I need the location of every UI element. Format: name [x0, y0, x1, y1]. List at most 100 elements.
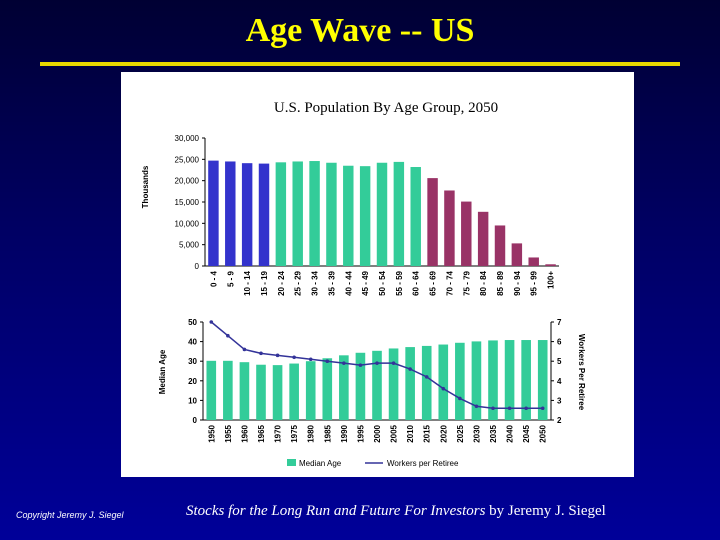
- median-age-bar: [504, 340, 515, 420]
- population-x-tick-label: 20 - 24: [277, 270, 286, 295]
- population-bar: [494, 225, 506, 266]
- workers-line: [209, 320, 545, 411]
- workers-per-retiree-point: [524, 406, 528, 411]
- median-age-bar: [405, 347, 415, 420]
- population-x-tick-label: 60 - 64: [412, 270, 421, 295]
- population-x-tick-label: 65 - 69: [429, 270, 438, 295]
- median-age-x-tick-label: 1975: [290, 424, 299, 442]
- workers-per-retiree-point: [375, 361, 379, 365]
- workers-per-retiree-point: [507, 406, 512, 411]
- population-x-tick-label: 15 - 19: [260, 270, 269, 295]
- population-bar: [241, 163, 253, 266]
- median-age-x-tick-label: 1950: [207, 424, 216, 442]
- population-bar: [477, 211, 489, 266]
- median-age-x-tick-label: 1990: [340, 424, 349, 442]
- median-age-bars: [206, 340, 548, 420]
- population-x-tick-label: 100+: [547, 271, 556, 289]
- population-x-tick-label: 0 - 4: [209, 270, 218, 287]
- population-x-tick-label: 55 - 59: [395, 270, 404, 295]
- median-age-bar: [388, 348, 399, 420]
- population-x-tick-label: 85 - 89: [496, 270, 505, 295]
- title-divider: [40, 62, 680, 66]
- workers-per-retiree-point: [458, 396, 462, 401]
- median-age-x-tick-label: 2015: [423, 424, 432, 442]
- population-bar: [225, 161, 236, 266]
- median-age-y-tick-label: 20: [188, 377, 197, 386]
- median-age-x-tick-label: 2020: [439, 424, 448, 442]
- workers-per-retiree-point: [259, 351, 263, 356]
- workers-y-tick-label: 3: [557, 396, 562, 405]
- median-age-y-tick-label: 40: [188, 338, 197, 347]
- median-age-bar: [223, 360, 233, 420]
- median-age-bar: [455, 342, 465, 420]
- population-bar: [359, 166, 371, 266]
- workers-per-retiree-point: [474, 404, 479, 409]
- copyright-text: Copyright Jeremy J. Siegel: [16, 510, 124, 520]
- median-age-x-tick-label: 1980: [307, 424, 316, 442]
- median-age-y-tick-label: 30: [188, 357, 197, 366]
- median-age-bar: [521, 340, 531, 420]
- median-age-bar: [305, 361, 316, 420]
- median-age-y-tick-label: 50: [188, 318, 197, 327]
- population-y-tick-label: 20,000: [175, 177, 200, 186]
- median-age-bar: [289, 363, 299, 420]
- population-bar: [326, 162, 337, 266]
- workers-per-retiree-point: [325, 359, 330, 364]
- median-age-bar: [471, 341, 482, 420]
- charts-svg: U.S. Population By Age Group, 2050 Thous…: [141, 100, 586, 468]
- workers-y-tick-label: 6: [557, 338, 562, 347]
- population-x-tick-label: 10 - 14: [243, 270, 252, 295]
- population-y-axis-label: Thousands: [141, 165, 150, 208]
- median-age-bar: [206, 360, 217, 420]
- median-age-x-tick-label: 1985: [323, 424, 332, 442]
- population-x-tick-label: 40 - 44: [344, 270, 353, 295]
- population-x-tick-label: 75 - 79: [462, 270, 471, 295]
- workers-per-retiree-point: [424, 375, 429, 379]
- population-bar: [275, 162, 287, 266]
- median-age-x-tick-label: 2025: [456, 424, 465, 442]
- population-y-tick-label: 15,000: [175, 198, 200, 207]
- workers-per-retiree-point: [242, 347, 247, 352]
- population-bar: [461, 201, 472, 266]
- legend-label-median-age: Median Age: [299, 459, 342, 468]
- median-age-bar: [421, 345, 432, 420]
- workers-per-retiree-point: [391, 361, 396, 365]
- workers-y-tick-label: 4: [557, 377, 562, 386]
- chart-legend: Median Age Workers per Retiree: [287, 459, 459, 468]
- median-age-x-tick-label: 2035: [489, 424, 498, 442]
- population-bar: [511, 243, 523, 266]
- population-x-tick-label: 50 - 54: [378, 270, 387, 295]
- workers-per-retiree-point: [408, 367, 412, 371]
- workers-per-retiree-point: [540, 406, 545, 411]
- median-age-bar: [256, 364, 266, 420]
- population-bar: [258, 163, 270, 266]
- population-bar: [208, 160, 219, 266]
- median-age-x-tick-label: 2000: [373, 424, 382, 442]
- median-age-bar: [322, 358, 333, 420]
- median-age-bar: [488, 340, 498, 420]
- workers-per-retiree-axis-label: Workers Per Retiree: [577, 334, 586, 411]
- population-y-tick-label: 0: [195, 262, 200, 271]
- population-x-tick-label: 45 - 49: [361, 270, 370, 295]
- population-x-tick-label: 30 - 34: [311, 270, 320, 295]
- median-age-y-tick-label: 0: [193, 416, 198, 425]
- population-bar: [427, 178, 438, 266]
- median-age-x-tick-label: 1965: [257, 424, 266, 442]
- population-bar: [309, 161, 320, 266]
- population-bar: [343, 165, 354, 266]
- population-bar: [410, 167, 421, 266]
- workers-per-retiree-point: [491, 406, 495, 411]
- population-x-tick-label: 70 - 74: [445, 270, 454, 295]
- chart-panel: U.S. Population By Age Group, 2050 Thous…: [121, 72, 634, 477]
- book-credit: Stocks for the Long Run and Future For I…: [186, 503, 606, 520]
- population-bar: [393, 161, 405, 266]
- median-age-x-tick-label: 2030: [472, 424, 481, 442]
- population-bar: [528, 257, 539, 266]
- median-age-axis-label: Median Age: [158, 349, 167, 394]
- median-age-x-tick-label: 2045: [522, 424, 531, 442]
- population-bar: [292, 161, 303, 266]
- population-bars: [208, 160, 556, 266]
- median-age-bar: [272, 365, 283, 420]
- population-y-tick-label: 5,000: [179, 241, 200, 250]
- population-bar: [545, 264, 556, 266]
